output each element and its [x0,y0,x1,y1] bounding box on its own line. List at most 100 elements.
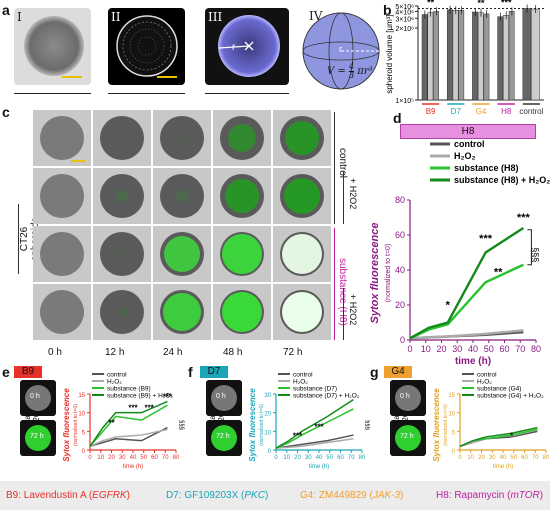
group-label-substance-h2o2: + H2O2 [348,294,358,326]
micrograph-fit [205,8,289,85]
legend-label: substance (D7) [293,386,337,393]
y-tick-label: 20 [395,300,405,310]
thumbnail-label: 72 h [216,433,230,440]
x-tick-label: 80 [173,455,180,461]
significance-stars: ** [477,0,485,8]
legend-label: substance (B9) + H₂O₂ [107,393,173,400]
spheroid-image [100,290,144,334]
series-line [275,438,354,449]
panel-label-b: b [383,2,392,18]
x-tick-label: 10 [283,455,290,461]
footer-b9: B9: Lavendustin A (EGFRK) [6,490,130,501]
panel-label-a: a [2,2,10,18]
thumbnail-spheroid [211,385,237,411]
x-tick-label: 50 [484,344,494,354]
spheroid-body [100,174,144,218]
spheroid-body [100,116,144,160]
micrograph-cell [93,168,151,224]
spheroid-image [160,232,204,276]
y-tick-label: 0 [400,335,405,345]
y-tick-label: 1×10⁵ [395,98,414,105]
thumbnail-label: 72 h [400,433,414,440]
micrograph-cell [33,226,91,282]
sig-symbol: §§§ [178,420,184,430]
series-line [89,404,168,447]
x-tick-label: 20 [108,455,115,461]
thumbnail-spheroid [25,385,51,411]
fluorescence [178,134,186,142]
bar [458,9,465,101]
panel-label-d: d [393,110,402,126]
spheroid-image [220,290,264,334]
thumbnail-image: 0 h [20,380,56,416]
y-tick-label: 15 [448,393,455,399]
fluorescence [119,135,125,141]
spheroid-body [40,232,84,276]
panel-label-g: g [370,364,379,380]
y-tick-label: 20 [264,412,271,418]
row-label-ct26: CT26 spheroids [18,204,41,274]
x-tick-label: 30 [119,455,126,461]
y-axis-label: Sytox fluorescence [62,388,71,462]
x-tick-label: 70 [162,455,169,461]
time-label-24h: 24 h [163,347,183,358]
bar [503,15,509,101]
spheroid-image [100,232,144,276]
scale-bar [62,76,82,78]
fluorescence [222,292,262,332]
y-tick-label: 5 [452,430,456,436]
series-line [409,329,524,340]
thumbnail-spheroid [25,425,51,451]
y-tick-label: 60 [395,230,405,240]
panel-label-c: c [2,104,10,120]
bar [522,8,532,101]
bar [427,12,434,101]
y-axis-label: Sytox fluorescence [369,223,381,324]
chart-d-title-bar: H8 [400,124,536,139]
micrograph-brightfield [14,8,91,85]
x-tick-label: 60 [521,455,528,461]
x-tick-label: 40 [316,455,323,461]
time-label-48h: 48 h [223,347,243,358]
legend-label: substance (D7) + H₂O₂ [293,393,360,400]
micrograph-cell [153,226,211,282]
significance-stars: *** [479,233,493,245]
category-label: G4 [476,107,487,116]
numeral-iii: III [208,10,223,24]
y-axis-sublabel: (normalized to t=0) [385,244,392,303]
legend-label: control [107,372,127,379]
fluorescence [117,307,127,317]
significance-stars: *** [314,422,324,431]
micrograph-cell [153,168,211,224]
fluorescence [285,121,319,155]
x-tick-label: 80 [531,344,541,354]
tag-b9: B9 [14,366,42,378]
bracket-control [334,112,335,224]
x-tick-label: 80 [359,455,366,461]
fluorescence [282,234,322,274]
legend-label: H₂O₂ [107,379,122,386]
formula-denominator: 3 [348,71,355,80]
fluorescence [118,250,126,258]
significance-stars: *** [517,212,531,224]
x-tick-label: 50 [140,455,147,461]
y-axis-label: Sytox fluorescence [432,388,441,462]
x-tick-label: 30 [452,344,462,354]
volume-formula: V = 4 3 πr³ [327,63,373,80]
radius-label: r [232,42,236,53]
x-tick-label: 50 [326,455,333,461]
legend-label: H₂O₂ [477,379,492,386]
chart-sytox-h8: 0 20 40 60 80 0 10 20 30 40 50 60 70 80 control H₂O₂ sub… [369,139,550,367]
spheroid-image [100,116,144,160]
x-tick-label: 70 [348,455,355,461]
spheroid-body [100,232,144,276]
x-tick-label: 60 [151,455,158,461]
fluorescence [225,179,259,213]
y-axis-sublabel: (normalized to t=0) [73,404,79,446]
series-line [275,398,354,449]
formula-numerator: 4 [348,62,355,71]
y-tick-label: 5×10⁶ [395,4,414,11]
x-tick-label: 0 [407,344,412,354]
bar [483,13,490,101]
fluorescence [282,292,322,332]
